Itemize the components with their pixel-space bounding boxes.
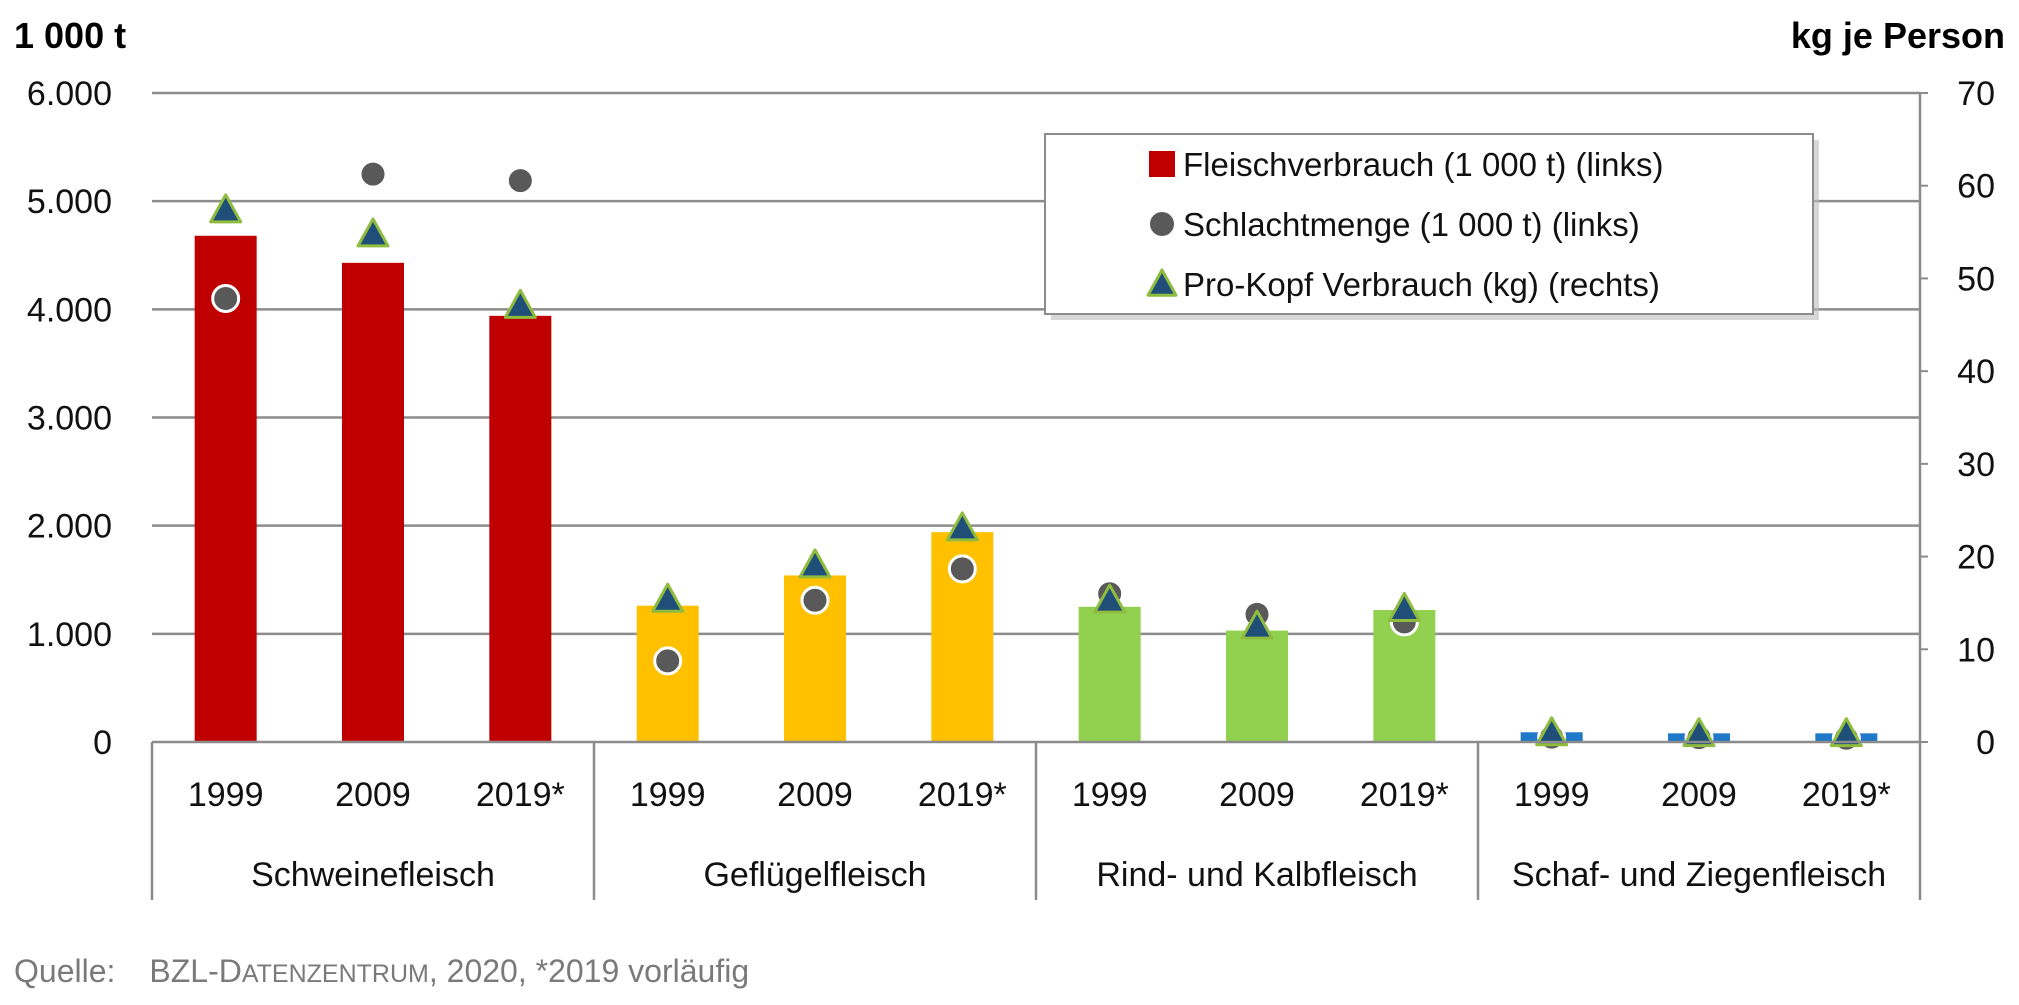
- right-tick-label: 40: [1957, 353, 1995, 391]
- left-tick-label: 2.000: [27, 508, 112, 546]
- year-label: 2019*: [1802, 776, 1891, 814]
- legend-label: Fleischverbrauch (1 000 t) (links): [1183, 146, 1664, 183]
- marker-pro-kopf: [503, 288, 537, 319]
- marker-pro-kopf: [209, 193, 243, 224]
- category-label: Schweinefleisch: [251, 856, 495, 894]
- category-label: Geflügelfleisch: [703, 856, 926, 894]
- year-label: 2019*: [1360, 776, 1449, 814]
- marker-pro-kopf: [356, 217, 390, 248]
- year-label: 1999: [188, 776, 264, 814]
- legend-label: Pro-Kopf Verbrauch (kg) (rechts): [1183, 266, 1660, 303]
- legend-swatch-fleischverbrauch: [1149, 151, 1175, 177]
- left-tick-label: 0: [93, 724, 112, 762]
- right-tick-label: 30: [1957, 446, 1995, 484]
- left-axis-unit-label: 1 000 t: [14, 15, 126, 56]
- year-label: 1999: [630, 776, 706, 814]
- source-note: Quelle: BZL-DATENZENTRUM, 2020, *2019 vor…: [14, 953, 749, 989]
- marker-pro-kopf: [1387, 591, 1421, 622]
- year-label: 1999: [1072, 776, 1148, 814]
- right-tick-label: 50: [1957, 260, 1995, 298]
- marker-pro-kopf: [1093, 583, 1127, 614]
- right-axis-unit-label: kg je Person: [1791, 15, 2005, 56]
- year-label: 2009: [777, 776, 853, 814]
- bar-fleischverbrauch: [489, 315, 552, 742]
- right-tick-label: 70: [1957, 75, 1995, 113]
- source-org-initial: BZL-D: [149, 953, 241, 989]
- left-tick-label: 5.000: [27, 183, 112, 221]
- left-tick-label: 1.000: [27, 616, 112, 654]
- year-label: 2019*: [476, 776, 565, 814]
- category-label: Schaf- und Ziegenfleisch: [1512, 856, 1886, 894]
- marker-pro-kopf: [1535, 716, 1569, 747]
- left-tick-label: 4.000: [27, 291, 112, 329]
- year-label: 2009: [335, 776, 411, 814]
- marker-schlachtmenge: [211, 284, 241, 314]
- right-tick-label: 20: [1957, 539, 1995, 577]
- bar-fleischverbrauch: [1226, 630, 1288, 742]
- marker-pro-kopf: [1240, 609, 1274, 640]
- marker-pro-kopf: [798, 548, 832, 579]
- marker-schlachtmenge: [505, 166, 535, 196]
- marker-pro-kopf: [1829, 717, 1863, 748]
- year-label: 2009: [1219, 776, 1295, 814]
- marker-schlachtmenge: [358, 159, 388, 189]
- legend-swatch-schlachtmenge: [1150, 212, 1174, 236]
- legend-swatch-pro-kopf: [1146, 268, 1178, 297]
- marker-pro-kopf: [651, 582, 685, 613]
- right-tick-label: 60: [1957, 168, 1995, 206]
- left-tick-label: 6.000: [27, 75, 112, 113]
- marker-schlachtmenge: [947, 554, 977, 584]
- marker-schlachtmenge: [800, 585, 830, 615]
- year-label: 1999: [1514, 776, 1590, 814]
- source-suffix: , 2020, *2019 vorläufig: [429, 953, 749, 989]
- source-org-smallcaps: ATENZENTRUM: [242, 960, 429, 988]
- category-label: Rind- und Kalbfleisch: [1096, 856, 1417, 894]
- bar-fleischverbrauch: [194, 235, 257, 742]
- marker-pro-kopf: [1682, 717, 1716, 748]
- right-tick-label: 10: [1957, 631, 1995, 669]
- source-prefix: Quelle:: [14, 953, 115, 989]
- marker-pro-kopf: [945, 511, 979, 542]
- year-label: 2019*: [918, 776, 1007, 814]
- year-label: 2009: [1661, 776, 1737, 814]
- marker-schlachtmenge: [653, 646, 683, 676]
- bar-fleischverbrauch: [1078, 606, 1141, 742]
- right-tick-label: 0: [1976, 724, 1995, 762]
- left-tick-label: 3.000: [27, 400, 112, 438]
- legend-label: Schlachtmenge (1 000 t) (links): [1183, 206, 1640, 243]
- bar-fleischverbrauch: [342, 262, 404, 742]
